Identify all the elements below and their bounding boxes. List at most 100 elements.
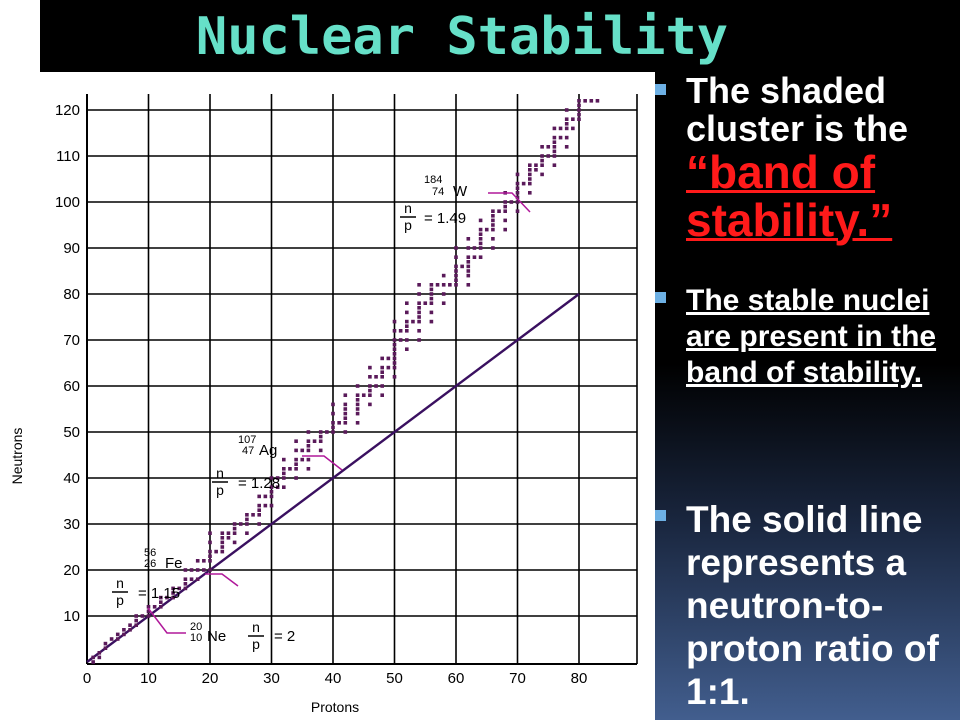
stable-nucleus-point [405, 310, 409, 315]
stable-nucleus-point [282, 471, 286, 476]
stable-nucleus-point [491, 209, 495, 213]
stable-nucleus-point [134, 618, 138, 623]
stable-nucleus-point [355, 393, 360, 397]
stable-nucleus-point [417, 283, 421, 287]
x-tick-label: 10 [140, 670, 157, 687]
stable-nucleus-point [478, 246, 483, 250]
stable-nucleus-point [429, 292, 434, 296]
ag-atomic-number: 47 [242, 445, 254, 457]
stable-nucleus-point [269, 490, 274, 494]
y-tick-label: 110 [56, 148, 80, 165]
stable-nucleus-point [220, 545, 225, 549]
ne-atomic-number: 10 [190, 632, 202, 644]
stable-nucleus-point [269, 476, 274, 480]
stable-nucleus-point [380, 365, 384, 370]
fe-symbol: Fe [165, 555, 183, 572]
x-tick-label: 0 [83, 670, 91, 687]
stable-nucleus-point [491, 227, 495, 232]
stable-nucleus-point [220, 536, 225, 540]
stable-nucleus-point [558, 126, 563, 131]
stable-nucleus-point [355, 407, 360, 411]
stable-nucleus-point [171, 591, 175, 595]
stable-nucleus-point [263, 503, 268, 508]
bullet-panel: The shaded cluster is the “band of stabi… [655, 72, 960, 720]
stable-nucleus-point [282, 476, 286, 480]
stable-nucleus-point [380, 356, 384, 361]
stable-nucleus-point [552, 135, 557, 140]
y-tick-label: 40 [63, 470, 80, 487]
stable-nucleus-point [577, 117, 581, 121]
stable-nucleus-point [429, 283, 434, 287]
stable-nucleus-point [368, 384, 372, 388]
stable-nucleus-point [368, 393, 372, 397]
stable-nucleus-point [343, 416, 348, 420]
stable-nucleus-point [343, 402, 348, 407]
stable-nucleus-point [355, 398, 360, 402]
stable-nucleus-point [232, 522, 237, 526]
stable-nucleus-point [103, 641, 108, 646]
stable-nucleus-point [245, 531, 249, 535]
annotation-ag: 107 47 Ag n p = 1.28 [212, 434, 343, 498]
stable-nucleus-point [257, 522, 261, 526]
w-atomic-number: 74 [432, 186, 444, 198]
x-axis-label: Protons [311, 699, 359, 715]
stable-nucleus-point [380, 393, 384, 397]
stable-nucleus-point [195, 577, 200, 581]
stable-nucleus-point [306, 467, 311, 471]
ne-p-label: p [252, 636, 260, 652]
stable-nucleus-point [109, 637, 114, 641]
stable-nucleus-point [405, 324, 409, 328]
stable-nucleus-point [392, 342, 397, 347]
stable-nucleus-point [306, 448, 311, 453]
stable-nucleus-point [398, 329, 403, 333]
stable-nucleus-point [564, 122, 569, 126]
stable-nucleus-point [91, 660, 95, 664]
stable-nucleus-point [478, 232, 483, 236]
y-tick-label: 30 [63, 516, 80, 533]
stable-nucleus-point [546, 154, 551, 158]
fe-n-label: n [116, 575, 124, 591]
w-symbol: W [453, 183, 468, 200]
stable-nucleus-point [478, 227, 483, 232]
stable-nucleus-point [577, 103, 581, 108]
stable-nucleus-point [202, 568, 206, 572]
stable-nucleus-point [528, 181, 532, 186]
grid-lines [87, 94, 637, 664]
stable-nucleus-point [429, 319, 434, 324]
stable-nucleus-point [472, 255, 477, 259]
stable-nucleus-point [534, 168, 538, 172]
stable-nucleus-point [282, 485, 286, 489]
stable-nucleus-point [331, 421, 335, 425]
stable-nucleus-point [392, 361, 397, 365]
ne-mass-number: 20 [190, 621, 202, 633]
stable-nucleus-point [564, 108, 569, 112]
stable-nucleus-point [115, 632, 120, 637]
stable-nucleus-point [232, 526, 237, 531]
ag-mass-number: 107 [238, 434, 256, 446]
stable-nucleus-point [429, 287, 434, 292]
stable-nucleus-point [226, 536, 231, 540]
stable-nucleus-point [337, 421, 341, 425]
stable-nucleus-point [454, 255, 458, 259]
stable-nucleus-point [454, 264, 458, 269]
stable-nucleus-point [257, 503, 261, 508]
stable-nucleus-point [405, 329, 409, 333]
tick-labels: 0 10 20 30 40 50 60 70 8010203040506070809010011… [55, 102, 587, 687]
stable-nucleus-point [306, 430, 311, 434]
ne-ratio: = 2 [274, 628, 295, 645]
stable-nucleus-point [386, 365, 391, 370]
stable-nucleus-point [355, 384, 360, 388]
stable-nucleus-point [97, 655, 102, 660]
stable-nucleus-point [183, 586, 188, 591]
w-mass-number: 184 [424, 174, 442, 186]
stable-nucleus-point [552, 154, 557, 158]
stable-nucleus-point [128, 628, 132, 632]
bullet-1-prefix: The shaded cluster is the [686, 70, 909, 149]
stable-nucleus-point [466, 283, 471, 287]
stable-nucleus-point [515, 209, 520, 213]
stable-nucleus-point [441, 292, 446, 296]
stable-nucleus-point [392, 319, 397, 324]
stable-nucleus-point [515, 195, 520, 200]
stable-nucleus-point [398, 338, 403, 342]
stable-nucleus-point [343, 407, 348, 411]
